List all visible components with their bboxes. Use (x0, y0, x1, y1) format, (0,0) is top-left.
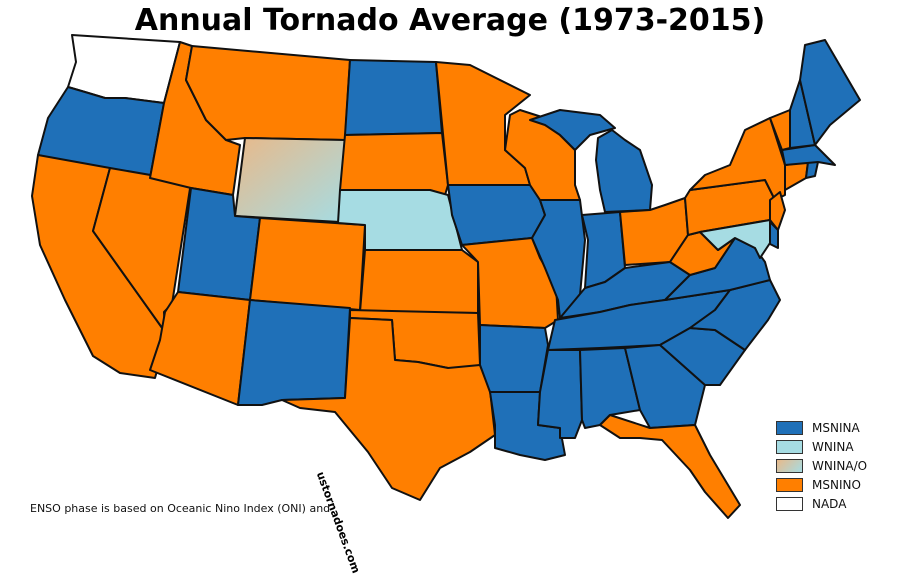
state-ks (359, 249, 479, 314)
footnote: ENSO phase is based on Oceanic Nino Inde… (30, 502, 331, 515)
legend-item-wnina: WNINA (776, 437, 900, 456)
legend-label: WNINA (812, 439, 854, 454)
legend-label: NADA (812, 496, 847, 511)
legend-swatch (776, 477, 803, 492)
state-mi (595, 129, 653, 213)
state-fl (599, 414, 741, 519)
state-mi-up (529, 109, 616, 151)
state-ct (784, 161, 809, 191)
state-ms (537, 349, 583, 439)
legend-item-msnino: MSNINO (776, 475, 900, 494)
state-nm (237, 299, 351, 406)
legend-item-msnina: MSNINA (776, 418, 900, 437)
state-co (249, 217, 366, 311)
legend-label: MSNINA (812, 420, 860, 435)
state-de (769, 221, 779, 249)
state-nj (769, 191, 786, 231)
us-state-map (31, 34, 861, 519)
state-wy (234, 137, 346, 223)
state-tx (281, 317, 496, 501)
state-mt (185, 45, 351, 141)
state-nc (689, 279, 781, 351)
legend-label: WNINA/O (812, 458, 868, 473)
state-ar (479, 324, 549, 393)
state-ri (805, 161, 819, 179)
legend-label: MSNINO (812, 477, 861, 492)
state-nd (344, 59, 443, 136)
state-ia (447, 184, 546, 246)
state-ny (689, 117, 786, 201)
legend-swatch (776, 439, 803, 454)
legend-swatch (776, 420, 803, 435)
legend-item-wnina-o: WNINA/O (776, 456, 900, 475)
state-me (799, 39, 861, 146)
legend-swatch (776, 496, 803, 511)
legend-item-nada: NADA (776, 494, 900, 513)
legend-swatch (776, 458, 803, 473)
map-title: Annual Tornado Average (1973-2015) (134, 3, 766, 38)
state-sd (339, 132, 449, 196)
map-legend: MSNINA WNINA WNINA/O MSNINO NADA (776, 418, 900, 513)
